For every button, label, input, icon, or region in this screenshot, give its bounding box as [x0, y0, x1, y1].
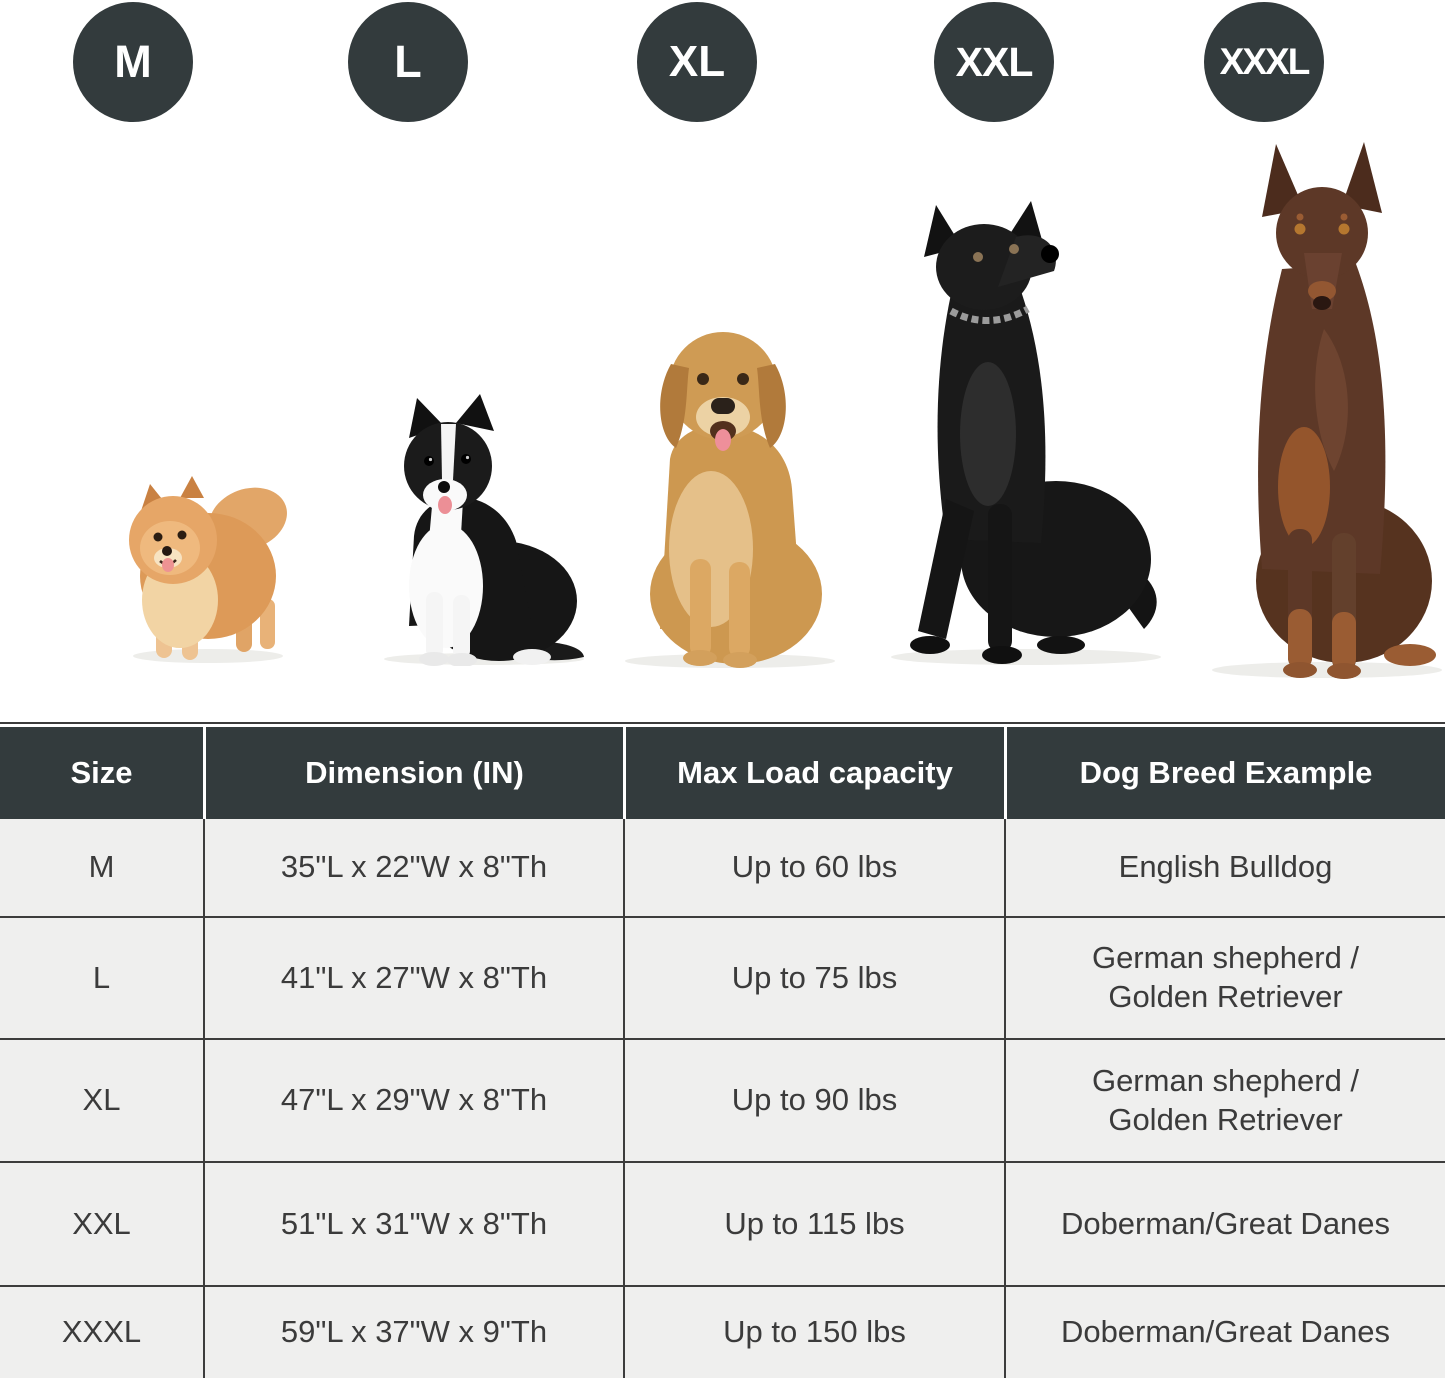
table-cell-dimension: 59"L x 37"W x 9"Th: [203, 1285, 623, 1378]
size-badge-label: XXXL: [1219, 41, 1311, 82]
table-cell-size: L: [0, 916, 203, 1038]
size-badge-label: XXL: [955, 38, 1034, 85]
table-cell-size: XXL: [0, 1161, 203, 1285]
table-cell-breed: Doberman/Great Danes: [1004, 1161, 1445, 1285]
table-cell-size: XL: [0, 1038, 203, 1161]
size-badge-xxl: XXL: [934, 2, 1054, 122]
doberman-dog-image: [1212, 142, 1442, 679]
pomeranian-dog-image: [129, 476, 287, 663]
size-badge-label: L: [394, 36, 422, 87]
table-header-dimension: Dimension (IN): [203, 727, 623, 819]
size-badge-label: M: [114, 36, 152, 87]
table-cell-size: XXXL: [0, 1285, 203, 1378]
size-table: Size Dimension (IN) Max Load capacity Do…: [0, 722, 1445, 1378]
table-header-capacity: Max Load capacity: [623, 727, 1004, 819]
table-cell-capacity: Up to 60 lbs: [623, 819, 1004, 916]
table-cell-dimension: 51"L x 31"W x 8"Th: [203, 1161, 623, 1285]
border-collie-dog-image: [384, 394, 584, 666]
size-badge-m: M: [73, 2, 193, 122]
table-cell-capacity: Up to 150 lbs: [623, 1285, 1004, 1378]
table-cell-capacity: Up to 115 lbs: [623, 1161, 1004, 1285]
golden-retriever-dog-image: [608, 294, 850, 669]
table-header-size: Size: [0, 727, 203, 819]
table-cell-breed: German shepherd / Golden Retriever: [1004, 1038, 1445, 1161]
table-cell-breed: German shepherd / Golden Retriever: [1004, 916, 1445, 1038]
table-cell-dimension: 35"L x 22"W x 8"Th: [203, 819, 623, 916]
great-dane-dog-image: [891, 201, 1161, 665]
table-cell-capacity: Up to 90 lbs: [623, 1038, 1004, 1161]
table-cell-breed: English Bulldog: [1004, 819, 1445, 916]
table-cell-capacity: Up to 75 lbs: [623, 916, 1004, 1038]
size-badge-xl: XL: [637, 2, 757, 122]
table-cell-breed: Doberman/Great Danes: [1004, 1285, 1445, 1378]
size-badge-l: L: [348, 2, 468, 122]
doberman-dog-image: [1192, 139, 1445, 679]
great-dane-dog-image: [866, 199, 1174, 667]
pomeranian-dog-image: [116, 464, 294, 664]
size-badge-xxxl: XXXL: [1204, 2, 1324, 122]
border-collie-dog-image: [354, 366, 590, 666]
size-badge-label: XL: [668, 37, 726, 86]
table-cell-dimension: 47"L x 29"W x 8"Th: [203, 1038, 623, 1161]
table-header-breed: Dog Breed Example: [1004, 727, 1445, 819]
golden-retriever-dog-image: [625, 332, 835, 668]
table-cell-size: M: [0, 819, 203, 916]
table-cell-dimension: 41"L x 27"W x 8"Th: [203, 916, 623, 1038]
